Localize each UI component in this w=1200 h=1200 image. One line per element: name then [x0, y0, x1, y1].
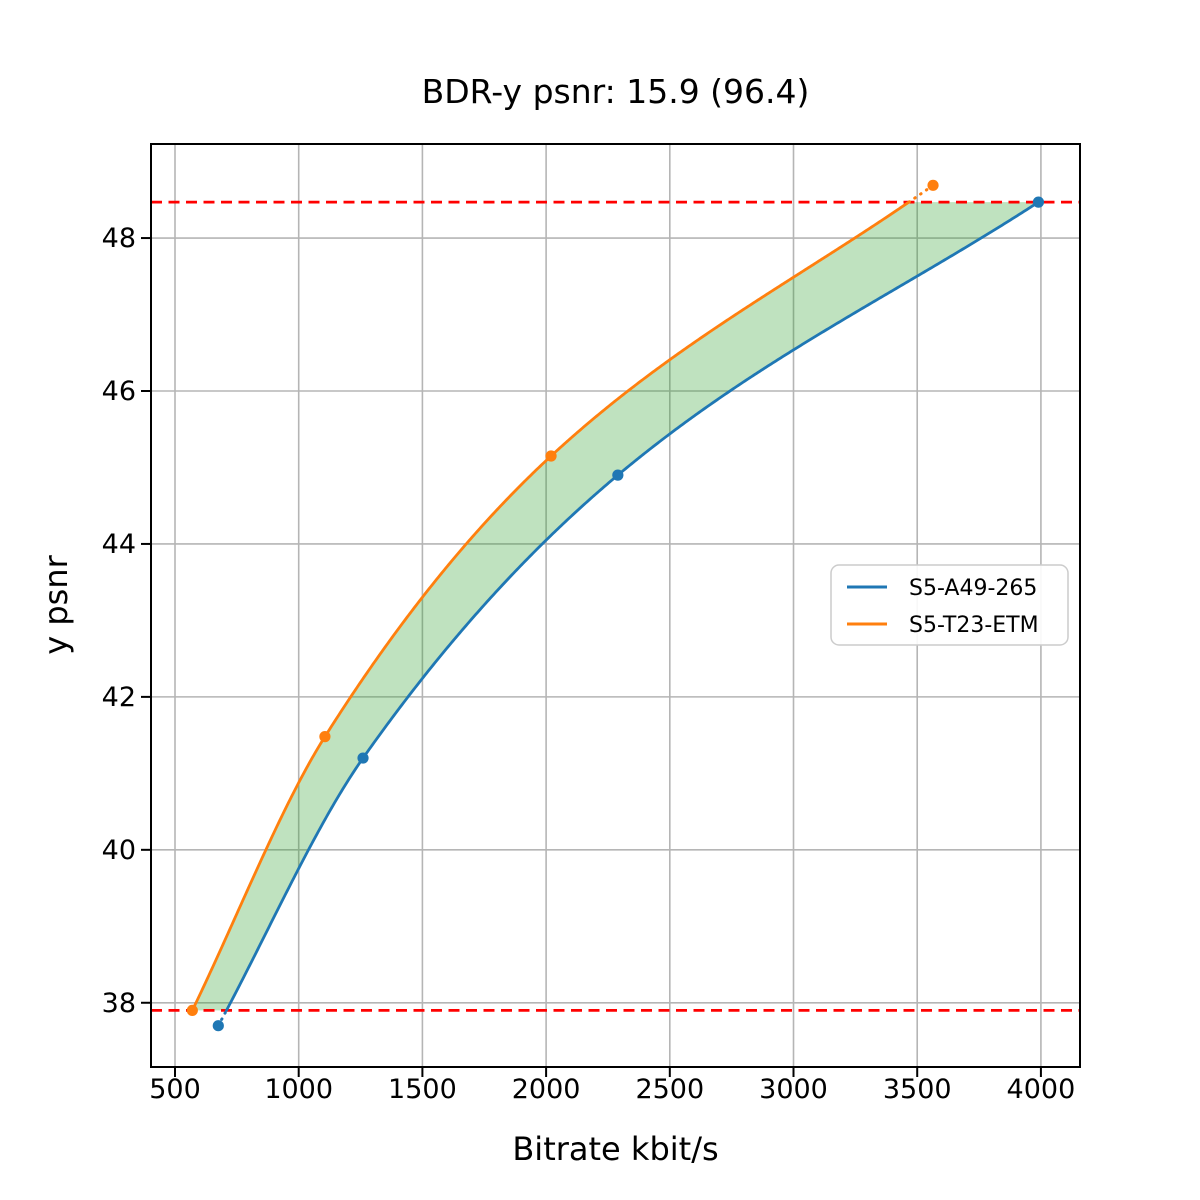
series-S5-T23-ETM-marker-3: [927, 179, 939, 191]
series-S5-A49-265-extrapolation-low: [216, 1008, 228, 1028]
legend: S5-A49-265 S5-T23-ETM: [830, 564, 1069, 646]
series-S5-T23-ETM: [186, 179, 939, 1017]
plot-border: [150, 143, 1081, 1068]
series-S5-A49-265-marker-2: [612, 469, 624, 481]
x-tick-label-4000: 4000: [1007, 1074, 1076, 1105]
series-S5-T23-ETM-extrapolation-high: [907, 183, 935, 204]
x-tick-label-2500: 2500: [635, 1074, 704, 1105]
series-S5-A49-265-marker-1: [357, 752, 369, 764]
x-tick-label-2000: 2000: [512, 1074, 581, 1105]
y-tick-label-42: 42: [102, 682, 136, 713]
series-S5-A49-265: [212, 196, 1045, 1032]
x-tick-label-3000: 3000: [759, 1074, 828, 1105]
x-tick-label-1500: 1500: [388, 1074, 457, 1105]
y-tick-label-48: 48: [102, 223, 136, 254]
chart-title: BDR-y psnr: 15.9 (96.4): [421, 72, 810, 111]
x-tick-label-3500: 3500: [883, 1074, 952, 1105]
series-S5-A49-265-marker-0: [212, 1020, 224, 1032]
series-S5-T23-ETM-marker-0: [186, 1004, 198, 1017]
legend-label-0: S5-A49-265: [909, 576, 1037, 601]
series-S5-T23-ETM-marker-1: [319, 731, 331, 743]
x-tick-label-500: 500: [149, 1074, 201, 1105]
legend-label-1: S5-T23-ETM: [909, 613, 1039, 638]
series-S5-T23-ETM-marker-2: [545, 450, 557, 462]
legend-box: [830, 564, 1069, 646]
y-tick-label-40: 40: [102, 835, 136, 866]
y-tick-label-46: 46: [102, 376, 136, 407]
x-tick-label-1000: 1000: [264, 1074, 333, 1105]
axis-ticks: 500 1000 1500 2000 2500 3000 3500 4000 38 40 42 44 4…: [102, 223, 1076, 1105]
series-S5-A49-265-marker-3: [1032, 196, 1045, 208]
x-axis-label: Bitrate kbit/s: [512, 1130, 719, 1168]
y-tick-label-38: 38: [102, 988, 136, 1019]
y-tick-label-44: 44: [102, 529, 136, 560]
